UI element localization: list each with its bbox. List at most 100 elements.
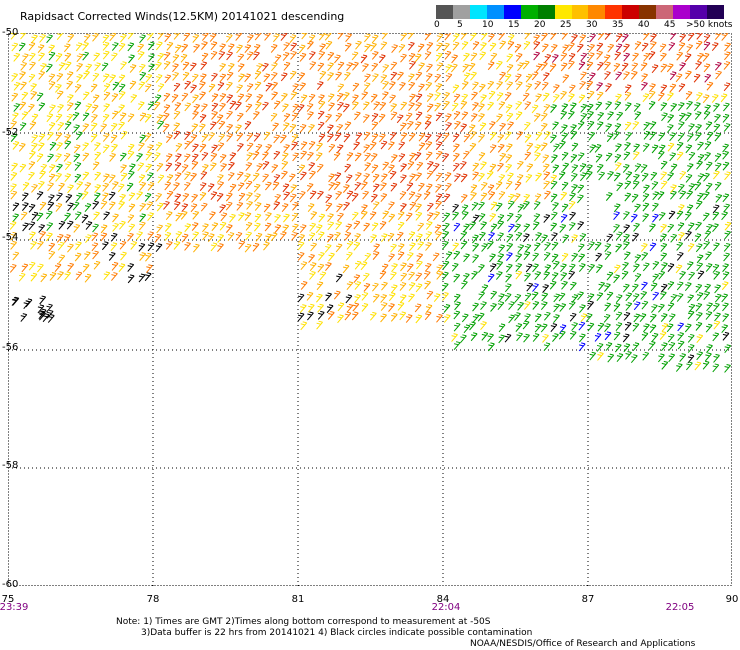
note-line-2: 3)Data buffer is 22 hrs from 20141021 4)…: [141, 628, 533, 638]
wind-barb: [57, 241, 65, 251]
wind-barb: [487, 61, 495, 71]
wind-barb: [184, 102, 192, 112]
wind-barb: [400, 101, 408, 111]
wind-barb: [641, 332, 649, 341]
wind-barb-stroke: [577, 152, 585, 162]
wind-barb: [460, 334, 467, 344]
wind-barb: [714, 132, 722, 142]
wind-barb-stroke: [381, 33, 389, 40]
wind-barb-stroke: [272, 122, 279, 132]
wind-barb-stroke: [82, 263, 90, 273]
wind-barb-stroke: [291, 112, 299, 122]
wind-barb-stroke: [607, 353, 615, 363]
wind-barb-stroke: [184, 241, 191, 251]
wind-barb-stroke: [192, 231, 200, 241]
wind-barb-stroke: [695, 283, 703, 293]
wind-barb: [327, 62, 334, 72]
wind-barb-stroke: [703, 240, 710, 250]
wind-barb: [270, 112, 278, 122]
wind-barb-stroke: [495, 202, 503, 212]
wind-barb-stroke: [523, 121, 531, 131]
wind-barb-stroke: [119, 193, 126, 203]
wind-barb: [246, 132, 254, 142]
wind-barb-stroke: [490, 52, 498, 62]
wind-barb-stroke: [625, 131, 633, 141]
wind-barb-stroke: [641, 81, 648, 91]
wind-barb: [668, 353, 676, 363]
wind-barb-stroke: [390, 103, 398, 112]
wind-barb-stroke: [153, 152, 161, 162]
wind-barb: [443, 42, 450, 52]
wind-barb: [624, 321, 632, 331]
wind-barb-stroke: [480, 161, 487, 171]
wind-barb: [498, 334, 506, 344]
wind-barb-stroke: [534, 323, 542, 333]
wind-barb-stroke: [630, 354, 638, 364]
wind-barb: [391, 263, 398, 272]
wind-barb: [585, 313, 593, 323]
wind-barb-stroke: [543, 342, 551, 352]
wind-barb-stroke: [307, 151, 314, 161]
wind-barb-stroke: [712, 211, 720, 221]
wind-barb-stroke: [333, 290, 341, 300]
wind-barb-stroke: [316, 293, 323, 303]
wind-barb: [118, 83, 126, 93]
wind-barb: [542, 72, 550, 82]
wind-barb: [82, 152, 90, 162]
wind-barb-stroke: [524, 134, 532, 143]
wind-barb: [109, 33, 117, 42]
wind-barb: [174, 162, 182, 171]
wind-barb: [633, 301, 641, 311]
wind-barb: [533, 51, 541, 61]
wind-barb-stroke: [686, 44, 694, 53]
wind-barb-stroke: [514, 73, 522, 83]
wind-barb-stroke: [714, 293, 722, 303]
wind-barb-stroke: [480, 321, 487, 330]
wind-barb-stroke: [28, 150, 36, 160]
wind-barb-stroke: [615, 311, 623, 321]
wind-barb: [614, 343, 622, 353]
wind-barb-stroke: [12, 296, 20, 306]
wind-barb-stroke: [400, 174, 407, 184]
wind-barb: [139, 213, 147, 223]
wind-barb-stroke: [712, 204, 720, 214]
wind-barb: [363, 222, 370, 232]
wind-barb-stroke: [712, 223, 719, 233]
wind-barb-stroke: [686, 100, 693, 110]
wind-barb-stroke: [37, 142, 45, 152]
wind-barb: [12, 251, 20, 261]
wind-barb-stroke: [174, 153, 182, 163]
wind-barb: [13, 52, 21, 62]
wind-barb-stroke: [504, 283, 512, 293]
wind-barb-stroke: [292, 83, 299, 93]
wind-barb-stroke: [632, 52, 639, 62]
wind-barb: [704, 104, 711, 114]
wind-barb-stroke: [677, 183, 685, 193]
wind-barb: [695, 283, 703, 293]
wind-barb: [669, 71, 677, 81]
wind-barb: [236, 171, 244, 181]
wind-barb-stroke: [355, 132, 363, 142]
wind-barb: [524, 292, 532, 302]
wind-barb: [345, 294, 353, 304]
wind-barb: [624, 102, 632, 112]
wind-barb-stroke: [687, 310, 695, 320]
wind-barb: [364, 252, 372, 262]
wind-barb-stroke: [118, 121, 125, 131]
wind-barb: [577, 121, 585, 130]
wind-barb: [604, 302, 612, 312]
wind-barb-stroke: [139, 202, 147, 212]
wind-barb: [147, 242, 155, 252]
wind-barb-stroke: [604, 283, 611, 292]
wind-barb-stroke: [560, 124, 568, 134]
wind-barb-stroke: [478, 264, 485, 273]
wind-barb-stroke: [139, 34, 146, 44]
wind-barb-stroke: [418, 142, 426, 152]
wind-barb-stroke: [346, 303, 354, 313]
wind-barb: [181, 164, 189, 173]
wind-barb-stroke: [361, 291, 369, 301]
wind-barb-stroke: [561, 252, 569, 262]
wind-barb-stroke: [172, 54, 180, 63]
wind-barb-stroke: [613, 203, 621, 213]
wind-barb-stroke: [396, 114, 404, 124]
